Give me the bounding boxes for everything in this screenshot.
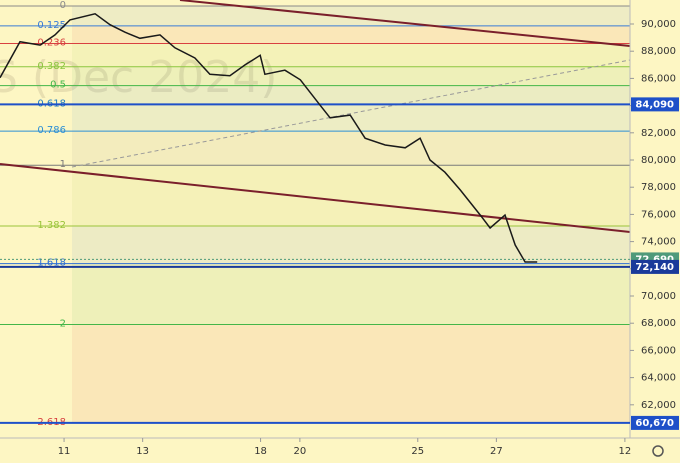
watermark: S (Dec 2024) [0,52,277,103]
price-label-box [631,415,679,430]
fib-label: 0.125 [37,20,66,31]
fib-zone [72,131,630,166]
x-tick-label: 18 [254,446,267,457]
fib-label: 0 [60,0,66,11]
y-tick-label: 74,000 [641,237,676,248]
settings-icon[interactable] [652,445,664,457]
y-tick-label: 70,000 [641,291,676,302]
x-tick-label: 25 [411,446,424,457]
y-tick-label: 76,000 [641,209,676,220]
fib-label: 1.382 [37,220,66,231]
fib-zone [72,85,630,105]
fib-label: 1 [60,159,66,170]
fib-zone [72,165,630,227]
y-tick-label: 62,000 [641,400,676,411]
price-label: 84,090 [635,99,674,110]
fib-label: 0.236 [37,38,66,49]
y-tick-label: 64,000 [641,373,676,384]
x-tick-label: 13 [136,446,149,457]
price-label: 60,670 [635,418,674,429]
fib-zone [72,104,630,132]
fib-zone [72,25,630,44]
x-tick-label: 27 [490,446,503,457]
y-tick-label: 80,000 [641,155,676,166]
fib-zone [72,324,630,423]
y-tick-label: 90,000 [641,19,676,30]
fib-zone [72,43,630,67]
fib-label: 0.5 [50,80,66,91]
y-tick-label: 68,000 [641,318,676,329]
price-label: 72,140 [635,262,674,273]
x-tick-label: 20 [294,446,307,457]
x-tick-label: 11 [58,446,71,457]
fib-label: 0.786 [37,125,66,136]
fib-zone [72,226,630,264]
x-tick-label: 12 [619,446,632,457]
price-label-box [631,97,679,112]
fib-label: 2 [60,318,66,329]
fib-zone [72,5,630,26]
trend-line [71,59,631,168]
fib-zone [72,263,630,325]
y-tick-label: 86,000 [641,73,676,84]
y-tick-label: 82,000 [641,128,676,139]
y-tick-label: 78,000 [641,182,676,193]
price-label-box [631,259,679,274]
trend-line [179,0,631,47]
fib-label: 0.382 [37,61,66,72]
plot-area: 00.1250.2360.3820.50.6180.78611.3821.618… [0,0,630,428]
price-series [0,12,538,263]
y-tick-label: 88,000 [641,46,676,57]
fib-label: 1.618 [37,258,66,269]
trend-line [0,163,631,233]
y-tick-label: 66,000 [641,345,676,356]
fib-zone [72,66,630,86]
